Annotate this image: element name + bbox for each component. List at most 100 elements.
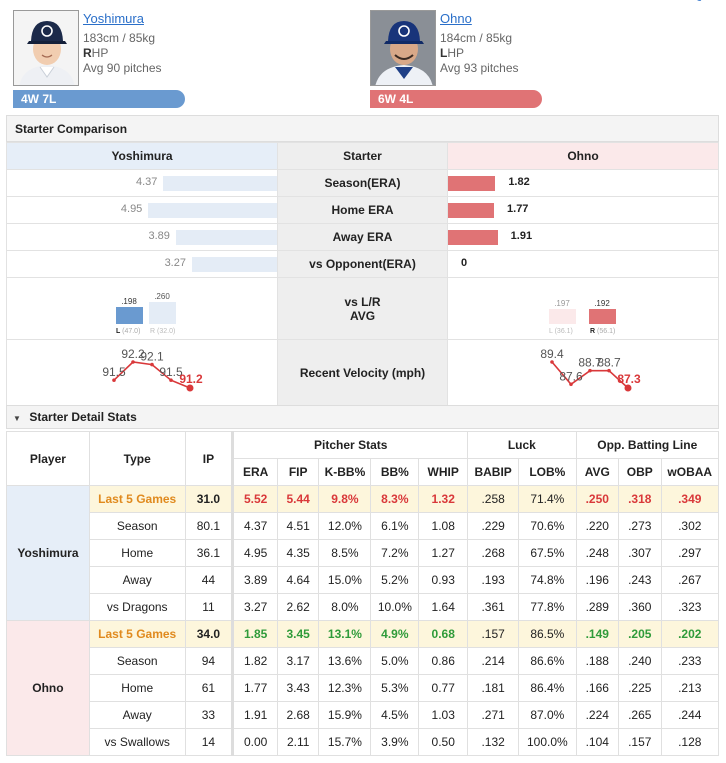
- velocity-point: [131, 360, 135, 364]
- stat-cell: .149: [575, 620, 620, 648]
- table-row: vs Swallows 14 0.00 2.11 15.7% 3.9% 0.50.132 10…: [7, 728, 720, 756]
- away-pitcher-name[interactable]: Yoshimura: [83, 11, 144, 26]
- col-group-luck: Luck: [467, 431, 577, 459]
- stat-cell: 1.82: [232, 647, 278, 675]
- type-cell: Home: [88, 674, 186, 702]
- stat-cell: .214: [467, 647, 520, 675]
- right-value: 0: [461, 257, 468, 269]
- stat-cell: 5.52: [232, 485, 278, 513]
- velocity-left-cell: 91.5 92.2 92.1 91.5 91.2: [6, 339, 278, 406]
- type-cell: vs Swallows: [88, 728, 186, 756]
- velocity-left-chart: 91.592.292.191.591.2: [102, 347, 203, 392]
- stat-cell: .265: [618, 701, 662, 729]
- lr-right-r-bar: [589, 309, 616, 324]
- matchup-header: Yoshimura 183cm / 85kg RHP Avg 90 pitche…: [0, 0, 726, 112]
- stat-cell: 1.32: [418, 485, 469, 513]
- left-bar: [163, 176, 277, 191]
- stat-cell: 70.6%: [518, 512, 577, 540]
- table-row: Away 33 1.91 2.68 15.9% 4.5% 1.03.271 87.0% .224…: [7, 701, 720, 729]
- stat-cell: .268: [467, 539, 520, 567]
- stat-cell: 3.45: [276, 620, 320, 648]
- compare-row-0: 4.37 Season(ERA) 1.82: [6, 169, 719, 197]
- lr-right-r-tag: R: [590, 328, 595, 335]
- velocity-label-1: 87.6: [559, 369, 583, 383]
- compare-row-2: 3.89 Away ERA 1.91: [6, 223, 719, 251]
- stat-cell: .213: [660, 674, 720, 702]
- left-value: 3.89: [148, 230, 170, 242]
- away-height-weight: 183cm / 85kg: [83, 31, 156, 45]
- compare-right-cell: 1.91: [447, 223, 719, 251]
- stat-cell: .225: [618, 674, 662, 702]
- velocity-label-1: 92.2: [121, 347, 145, 361]
- stat-cell: .248: [575, 539, 620, 567]
- starter-detail-header[interactable]: ▼ Starter Detail Stats: [6, 405, 719, 429]
- stat-cell: 86.5%: [518, 620, 577, 648]
- compare-header-mid: Starter: [277, 142, 448, 170]
- lr-right-chart: .197 .192 L (36.1) R (56.1): [549, 299, 616, 335]
- table-row: vs Dragons 11 3.27 2.62 8.0% 10.0% 1.64.361 77.…: [7, 593, 720, 621]
- stat-cell: 94: [184, 647, 235, 675]
- corner-link-fragment[interactable]: [646, 0, 706, 2]
- stat-cell: 14: [184, 728, 235, 756]
- stat-cell: .188: [575, 647, 620, 675]
- velocity-point: [186, 384, 194, 392]
- table-row: Yoshimura Last 5 Games 31.0 5.52 5.44 9.8% 8.3…: [6, 485, 720, 621]
- home-pitcher-name[interactable]: Ohno: [440, 11, 472, 26]
- starter-detail-title: Starter Detail Stats: [29, 410, 137, 424]
- stat-cell: 3.43: [276, 674, 320, 702]
- stat-cell: 13.6%: [318, 647, 372, 675]
- lr-right-l-ip: (36.1): [555, 328, 573, 335]
- stat-cell: .233: [660, 647, 720, 675]
- away-record-bar: 4W 7L: [13, 90, 185, 108]
- stat-cell: 2.11: [276, 728, 320, 756]
- lr-label: vs L/R AVG: [277, 277, 448, 340]
- stats-header-row-2: ERA FIP K-BB% BB% WHIP BABIP LOB% AVG OBP wOBAA: [7, 458, 720, 486]
- away-avg-pitches: Avg 90 pitches: [83, 61, 162, 75]
- table-row: Home 61 1.77 3.43 12.3% 5.3% 0.77.181 86.4% .166…: [7, 674, 720, 702]
- stat-cell: 5.44: [276, 485, 320, 513]
- lr-left-r-bar: [149, 302, 176, 324]
- left-value: 4.95: [120, 203, 143, 215]
- player-name-cell[interactable]: Yoshimura: [6, 485, 90, 621]
- lr-right-cell: .197 .192 L (36.1) R (56.1): [447, 277, 719, 340]
- right-value: 1.77: [507, 203, 529, 215]
- compare-label: Away ERA: [277, 223, 448, 251]
- right-value: 1.82: [508, 176, 530, 188]
- stat-cell: 7.2%: [370, 539, 420, 567]
- stat-cell: 33: [184, 701, 235, 729]
- stat-cell: 0.50: [418, 728, 469, 756]
- stat-cell: 71.4%: [518, 485, 577, 513]
- lr-left-l-ip: (47.0): [122, 328, 140, 335]
- table-row: Away 44 3.89 4.64 15.0% 5.2% 0.93.193 74.8% .196…: [7, 566, 720, 594]
- col-kbb: K-BB%: [318, 458, 372, 486]
- velocity-label-0: 89.4: [540, 347, 564, 361]
- lr-right-l-tag: L: [549, 328, 553, 335]
- home-record: 6W 4L: [378, 92, 414, 106]
- table-row: Season 80.1 4.37 4.51 12.0% 6.1% 1.08.229 70.6%…: [7, 512, 720, 540]
- svg-text:R (56.1): R (56.1): [590, 328, 615, 335]
- compare-left-cell: 4.37: [6, 169, 278, 197]
- stat-cell: 0.68: [418, 620, 469, 648]
- compare-row-velocity: 91.5 92.2 92.1 91.5 91.2 Recent Velocity (mp…: [6, 339, 719, 406]
- col-bb: BB%: [370, 458, 420, 486]
- away-record: 4W 7L: [21, 92, 57, 106]
- stat-cell: 4.51: [276, 512, 320, 540]
- lr-left-r-ip: (32.0): [157, 328, 175, 335]
- lr-left-cell: .198 .260 L (47.0) R (32.0): [6, 277, 278, 340]
- compare-right-cell: 1.82: [447, 169, 719, 197]
- stat-cell: .349: [660, 485, 720, 513]
- table-row: Home 36.1 4.95 4.35 8.5% 7.2% 1.27.268 67.5% .24…: [7, 539, 720, 567]
- stat-cell: 87.0%: [518, 701, 577, 729]
- lr-left-chart: .198 .260 L (47.0) R (32.0): [116, 292, 176, 335]
- velocity-label-3: 91.5: [159, 365, 183, 379]
- collapse-triangle-icon[interactable]: ▼: [13, 414, 21, 423]
- velocity-point: [112, 378, 116, 382]
- stat-cell: 5.0%: [370, 647, 420, 675]
- stat-cell: .132: [467, 728, 520, 756]
- velocity-label: Recent Velocity (mph): [277, 339, 448, 406]
- stat-cell: 3.17: [276, 647, 320, 675]
- stat-cell: 100.0%: [518, 728, 577, 756]
- player-name-cell[interactable]: Ohno: [6, 620, 90, 756]
- stat-cell: 11: [184, 593, 235, 621]
- stat-cell: 4.95: [232, 539, 278, 567]
